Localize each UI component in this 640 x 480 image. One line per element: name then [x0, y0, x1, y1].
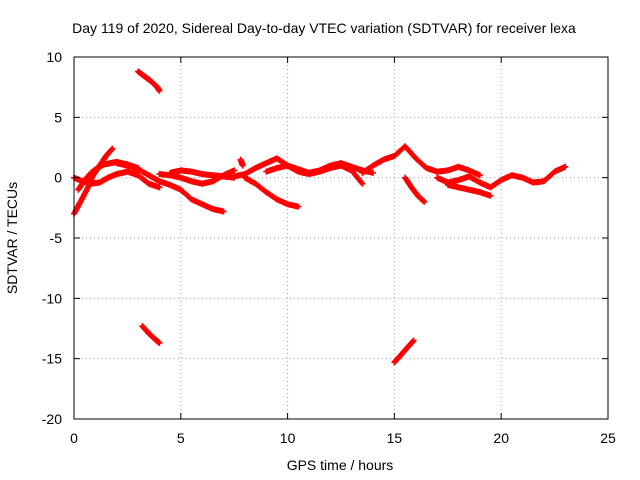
x-tick-label: 20 [493, 430, 509, 446]
series-arc-drop-right [402, 174, 428, 205]
y-tick-label: 0 [54, 170, 62, 186]
series-arc-mid-band [167, 167, 238, 181]
series-outlier-low-a [139, 323, 163, 346]
data-point [231, 167, 238, 174]
y-tick-label: -20 [42, 411, 62, 427]
series-arc-center-b [241, 174, 302, 210]
data-point [476, 172, 483, 179]
series-arc-late-band [434, 163, 569, 191]
data-point [295, 203, 302, 210]
data-point [156, 184, 163, 191]
data-point [220, 208, 227, 215]
data-points [71, 68, 569, 366]
data-point [370, 169, 377, 176]
x-tick-label: 5 [177, 430, 185, 446]
series-arc-center-c [263, 160, 377, 176]
y-axis-label: SDTVAR / TECUs [4, 182, 20, 294]
x-tick-label: 25 [600, 430, 616, 446]
x-tick-label: 10 [280, 430, 296, 446]
data-point [156, 87, 163, 94]
series-arc-late-dip [444, 181, 494, 199]
series-arc-mid-right [359, 143, 483, 179]
series-arc-decline-a [113, 160, 227, 215]
axis-ticks: 0 5 10 15 20 25 -20 -15 -10 -5 0 5 10 [42, 49, 616, 446]
chart-title: Day 119 of 2020, Sidereal Day-to-day VTE… [72, 20, 576, 36]
data-point [487, 192, 494, 199]
y-tick-label: -15 [42, 351, 62, 367]
x-tick-label: 0 [70, 430, 78, 446]
data-point [562, 163, 569, 170]
y-tick-label: 5 [54, 109, 62, 125]
x-axis-label: GPS time / hours [287, 457, 394, 473]
data-point [239, 162, 246, 169]
data-point [421, 198, 428, 205]
data-point [410, 337, 417, 344]
y-tick-label: 10 [46, 49, 62, 65]
series-arc-early-band [71, 168, 163, 191]
data-point [109, 145, 116, 152]
data-point [359, 180, 366, 187]
series-outlier-low-b [391, 337, 417, 366]
x-tick-label: 15 [387, 430, 403, 446]
series-arc-spike-early [237, 156, 246, 169]
y-tick-label: -5 [50, 230, 63, 246]
y-tick-label: -10 [42, 290, 62, 306]
series-outlier-high [135, 68, 163, 94]
data-point [156, 339, 163, 346]
